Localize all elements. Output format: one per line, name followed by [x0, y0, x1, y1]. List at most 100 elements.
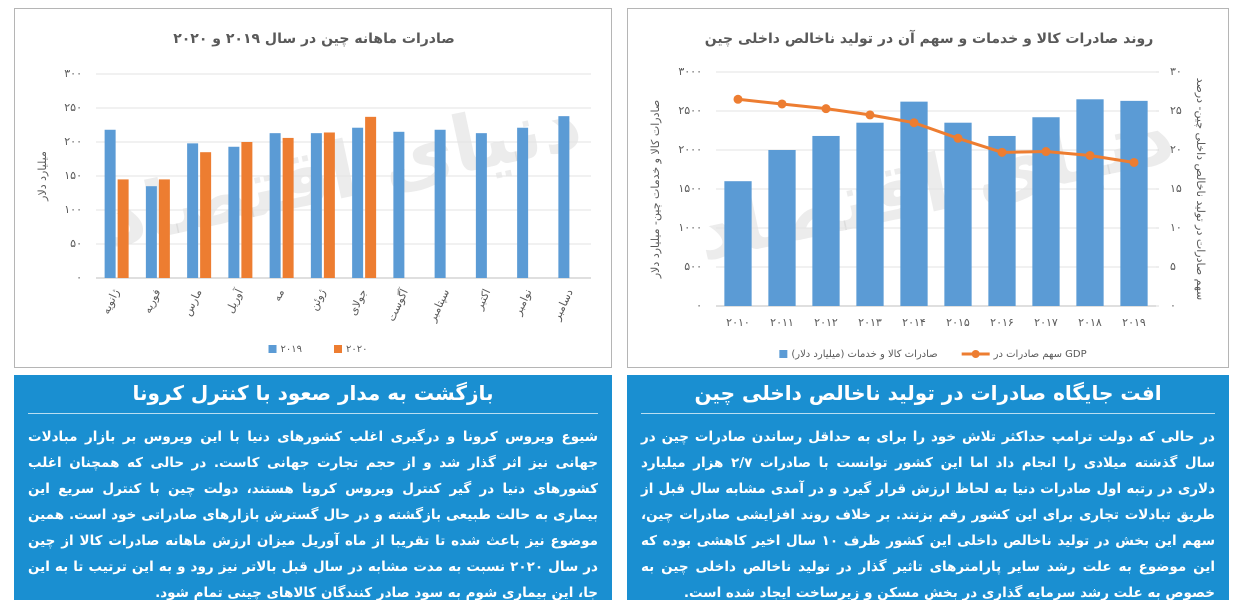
legend-label: ۲۰۱۹ — [281, 344, 302, 355]
x-tick-label: آگوست — [384, 286, 411, 324]
x-tick-label: آوریل — [223, 286, 247, 315]
y-axis-title: میلیارد دلار — [36, 151, 49, 202]
bar — [158, 179, 170, 278]
line-point — [1085, 150, 1095, 160]
y-tick-label: ۵۰ — [70, 237, 82, 250]
line-point — [777, 99, 787, 109]
bar — [365, 116, 377, 278]
x-tick-label: ژانویه — [99, 287, 122, 316]
y2-tick-label: ۲۰ — [1170, 143, 1182, 156]
bar — [900, 101, 928, 306]
bar — [241, 142, 253, 278]
bar — [1120, 100, 1148, 306]
bar — [352, 127, 364, 278]
x-tick-label: ژوئن — [307, 287, 328, 312]
legend: ۲۰۱۹ ۲۰۲۰ — [268, 344, 367, 355]
x-tick-label: ۲۰۱۱ — [770, 316, 794, 329]
bar — [1032, 117, 1060, 307]
panel-title: افت جایگاه صادرات در تولید ناخالص داخلی … — [641, 381, 1215, 414]
y2-tick-label: ۳۰ — [1170, 65, 1182, 78]
y-tick-label: ۲۵۰۰ — [678, 104, 702, 117]
y2-tick-label: ۰ — [1170, 299, 1176, 312]
legend-swatch — [334, 345, 342, 353]
x-tick-label: نوامبر — [511, 287, 535, 318]
bar — [434, 129, 446, 278]
y-tick-label: ۱۰۰ — [64, 203, 82, 216]
legend: صادرات کالا و خدمات (میلیارد دلار) سهم صا… — [779, 349, 1087, 360]
bar — [282, 137, 294, 278]
bar — [988, 135, 1016, 306]
x-tick-label: فوریه — [141, 287, 163, 315]
legend-swatch — [268, 345, 277, 353]
y2-tick-label: ۱۰ — [1170, 221, 1182, 234]
watermark: دنیای اقتصاد — [96, 77, 589, 266]
y-tick-label: ۰ — [696, 299, 702, 312]
bar — [944, 122, 972, 306]
x-tick-label: جولای — [346, 287, 369, 317]
monthly-chart: دنیای اقتصاد صادرات ماهانه چین در سال ۲۰۱… — [14, 8, 612, 368]
y-tick-label: ۲۵۰ — [64, 101, 82, 114]
x-tick-label: مارس — [181, 287, 205, 318]
line-point — [953, 133, 963, 143]
bar — [310, 133, 322, 278]
panel-body: شیوع ویروس کرونا و درگیری اغلب کشورهای د… — [28, 429, 598, 601]
bar — [517, 127, 529, 278]
y-tick-label: ۱۵۰ — [64, 169, 82, 182]
x-tick-label: سپتامبر — [425, 287, 452, 325]
y-tick-label: ۱۵۰۰ — [678, 182, 702, 195]
x-tick-label: ۲۰۱۸ — [1078, 316, 1102, 329]
y-tick-label: ۰ — [76, 271, 82, 284]
x-tick-label: ۲۰۱۹ — [1122, 316, 1146, 329]
gdp-chart: دنیای اقتصاد روند صادرات کالا و خدمات و س… — [627, 8, 1229, 368]
x-tick-label: ۲۰۱۵ — [946, 316, 970, 329]
y-axis-title: صادرات کالا و خدمات چین- میلیارد دلار — [649, 100, 662, 279]
y-tick-label: ۳۰۰۰ — [678, 65, 702, 78]
bar — [558, 116, 570, 278]
bar — [1076, 99, 1104, 306]
bar — [393, 131, 405, 278]
x-tick-label: ۲۰۱۶ — [990, 316, 1014, 329]
bar — [187, 143, 199, 278]
y-tick-label: ۲۰۰ — [64, 135, 82, 148]
panel-body: در حالی که دولت ترامپ حداکثر تلاش خود را… — [641, 429, 1216, 601]
bar — [269, 133, 281, 278]
bar — [104, 129, 116, 278]
bar — [228, 146, 240, 278]
x-tick-label: ۲۰۱۴ — [902, 316, 926, 329]
bar — [724, 181, 752, 306]
line-point — [865, 110, 875, 120]
y-tick-label: ۲۰۰۰ — [678, 143, 702, 156]
line-point — [1129, 157, 1139, 167]
y-tick-label: ۱۰۰۰ — [678, 221, 702, 234]
bar — [475, 133, 487, 278]
x-tick-label: مه — [270, 287, 287, 303]
y2-tick-label: ۱۵ — [1170, 182, 1182, 195]
chart-title: روند صادرات کالا و خدمات و سهم آن در تول… — [705, 29, 1154, 47]
line — [737, 97, 1135, 164]
text-panel: بازگشت به مدار صعود با کنترل کرونا شیوع … — [14, 375, 612, 601]
line-point — [997, 147, 1007, 157]
legend-label: سهم صادرات در GDP — [993, 349, 1087, 360]
line-point — [733, 94, 743, 104]
bar — [768, 150, 796, 306]
y-tick-label: ۵۰۰ — [684, 260, 702, 273]
line-point — [1041, 147, 1051, 157]
line-point — [821, 104, 831, 114]
line-point — [909, 118, 919, 128]
bar — [856, 122, 884, 306]
text-panel: افت جایگاه صادرات در تولید ناخالص داخلی … — [627, 375, 1229, 601]
watermark: دنیای اقتصاد — [689, 90, 1182, 279]
bar — [812, 135, 840, 306]
y2-tick-label: ۲۵ — [1170, 104, 1182, 117]
bar — [117, 179, 129, 278]
x-tick-label: اکتبر — [472, 287, 493, 312]
x-tick-label: ۲۰۱۰ — [726, 316, 750, 329]
y2-tick-label: ۵ — [1170, 260, 1176, 273]
y2-axis-title: سهم صادرات در تولید ناخالص داخلی چین- در… — [1194, 78, 1207, 301]
chart-title: صادرات ماهانه چین در سال ۲۰۱۹ و ۲۰۲۰ — [173, 31, 455, 47]
x-tick-label: ۲۰۱۳ — [858, 316, 882, 329]
x-tick-label: ۲۰۱۷ — [1034, 316, 1058, 329]
bar — [200, 152, 212, 278]
bar — [145, 186, 157, 278]
x-tick-label: ۲۰۱۲ — [814, 316, 838, 329]
